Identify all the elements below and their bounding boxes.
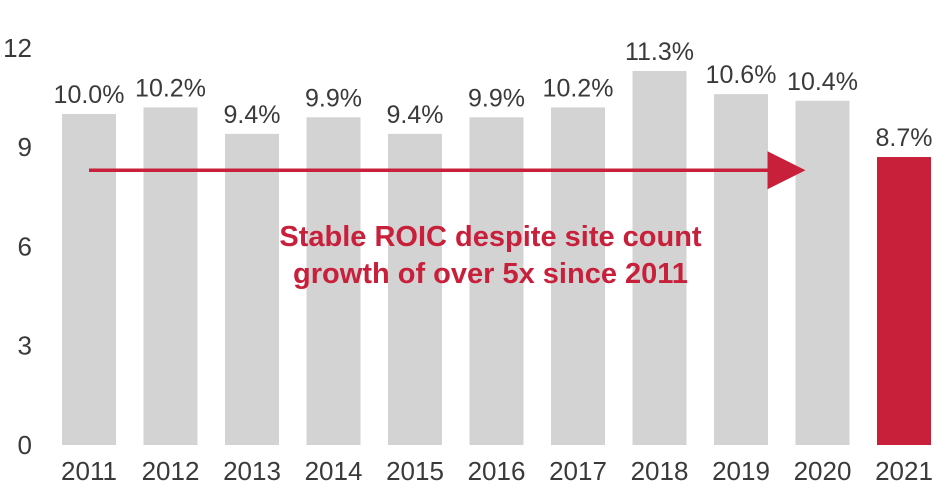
bar-2018 xyxy=(632,70,687,445)
data-label-2015: 9.4% xyxy=(387,101,444,129)
data-label-2020: 10.4% xyxy=(787,68,858,96)
x-tick-label: 2019 xyxy=(712,456,770,486)
x-tick-label: 2020 xyxy=(794,456,852,486)
bar-2021 xyxy=(877,157,931,445)
data-label-2013: 9.4% xyxy=(224,101,281,129)
bar-2013 xyxy=(225,133,279,446)
y-tick-label: 3 xyxy=(18,331,32,361)
x-tick-label: 2014 xyxy=(305,456,363,486)
data-label-2017: 10.2% xyxy=(543,74,614,102)
bar-2015 xyxy=(388,133,442,446)
x-tick-label: 2011 xyxy=(61,456,117,486)
x-tick-label: 2015 xyxy=(386,456,444,486)
trend-arrow-head xyxy=(767,151,806,190)
x-axis: 2011 2012 2013 2014 2015 2016 2017 2018 2019 2020… xyxy=(61,456,933,486)
y-axis: 0 3 6 9 12 xyxy=(3,33,32,460)
x-tick-label: 2018 xyxy=(631,456,689,486)
data-label-2018: 11.3% xyxy=(625,38,694,66)
data-label-2019: 10.6% xyxy=(706,61,777,89)
bar-2019 xyxy=(714,94,768,445)
data-label-2014: 9.9% xyxy=(305,84,362,112)
data-label-2012: 10.2% xyxy=(135,74,206,102)
annotation-line-2: growth of over 5x since 2011 xyxy=(293,258,688,290)
data-label-2021: 8.7% xyxy=(876,124,933,152)
x-tick-label: 2012 xyxy=(142,456,200,486)
annotation-line-1: Stable ROIC despite site count xyxy=(279,221,702,253)
bar-2011 xyxy=(62,114,116,445)
y-tick-label: 0 xyxy=(18,430,32,460)
annotation: Stable ROIC despite site count growth of… xyxy=(89,151,806,290)
bar-2012 xyxy=(143,107,198,445)
data-labels: 10.0% 10.2% 9.4% 9.9% 9.4% 9.9% 10.2% 11.3% 10.6… xyxy=(54,38,933,152)
x-tick-label: 2013 xyxy=(223,456,281,486)
data-label-2011: 10.0% xyxy=(54,81,125,109)
x-tick-label: 2016 xyxy=(468,456,526,486)
y-tick-label: 9 xyxy=(18,132,32,162)
bar-2020 xyxy=(795,100,850,445)
y-tick-label: 12 xyxy=(3,33,32,63)
x-tick-label: 2017 xyxy=(549,456,607,486)
data-label-2016: 9.9% xyxy=(468,84,525,112)
bar-2017 xyxy=(551,107,605,445)
x-tick-label: 2021 xyxy=(875,456,933,486)
y-tick-label: 6 xyxy=(18,231,32,261)
